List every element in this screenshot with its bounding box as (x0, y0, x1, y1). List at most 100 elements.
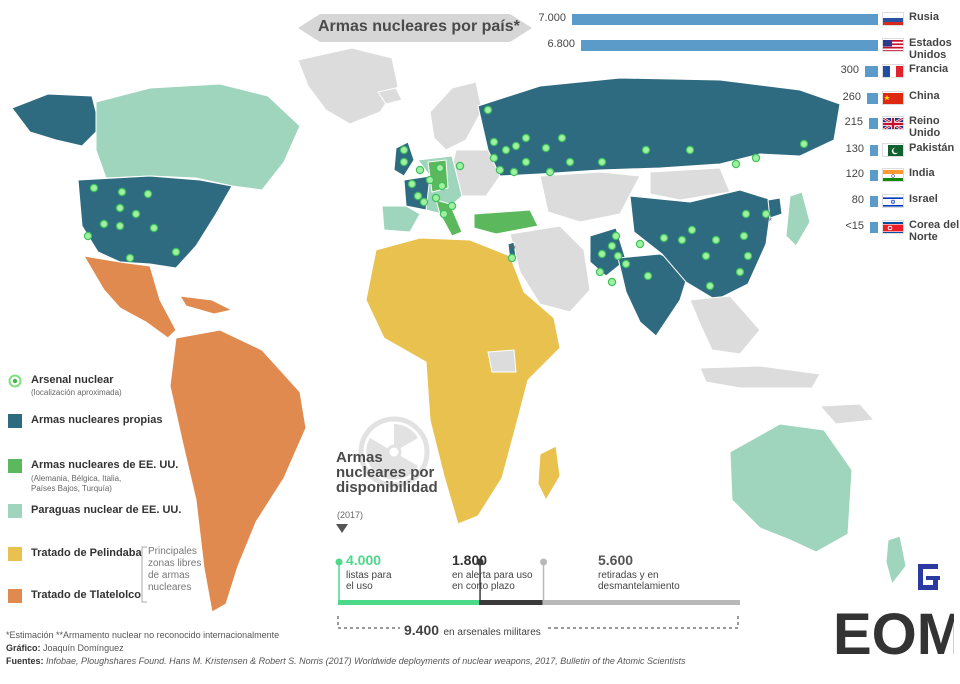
availability-year: (2017) (337, 510, 364, 520)
alert-desc: en alerta para uso en corto plazo (452, 570, 552, 592)
legend-pelindaba-label: Tratado de Pelindaba (31, 547, 142, 559)
arsenal-marker (99, 219, 109, 229)
region-canada (95, 83, 301, 191)
arsenal-marker (131, 209, 141, 219)
legend-us-weapons-sub-2: Países Bajos, Turquía) (31, 484, 112, 493)
region-papua (818, 403, 876, 425)
ranking-bar (870, 170, 878, 181)
retired-segment-dot (540, 558, 548, 566)
footer-sources-label: Fuentes: (6, 656, 44, 666)
total-bracket-right (552, 616, 739, 629)
arsenal-marker (149, 223, 159, 233)
retired-value: 5.600 (598, 552, 634, 568)
arsenal-marker (171, 247, 181, 257)
retired-desc: retiradas y en desmantelamiento (598, 570, 698, 592)
arsenal-marker (799, 139, 809, 149)
arsenal-marker (507, 253, 517, 263)
arsenal-marker (711, 235, 721, 245)
arsenal-marker (595, 267, 605, 277)
arsenal-marker (483, 105, 493, 115)
china-flag-icon (882, 91, 904, 105)
legend-us-weapons-sub-1: (Alemania, Bélgica, Italia, (31, 474, 122, 483)
arsenal-marker (687, 225, 697, 235)
region-australia (729, 423, 853, 553)
retired-desc-line-2: desmantelamiento (598, 581, 680, 592)
arsenal-marker (597, 157, 607, 167)
ranking-value: 80 (851, 194, 864, 206)
alert-desc-line-1: en alerta para uso (452, 570, 533, 581)
retired-desc-line-1: retiradas y en (598, 570, 659, 581)
ranking-value: <15 (845, 220, 864, 232)
ranking-country: Estados Unidos (909, 37, 952, 61)
region-greenland (297, 47, 399, 125)
ranking-value: 130 (845, 143, 864, 155)
total-value: 9.400 (404, 622, 440, 638)
region-south-sudan (487, 349, 517, 373)
arsenal-marker (83, 231, 93, 241)
arsenal-marker (659, 233, 669, 243)
region-alaska (11, 93, 101, 147)
ranking-value: 6.800 (547, 38, 575, 50)
ready-value: 4.000 (346, 552, 382, 568)
radiation-icon (358, 416, 430, 488)
zones-label-line-2: zonas libres (148, 558, 202, 569)
ranking-row: 130 Pakistán (500, 141, 960, 167)
region-usa (77, 175, 233, 269)
ranking-row: 300 Francia (500, 62, 960, 88)
arsenal-marker (425, 175, 435, 185)
availability-title-line-2: nucleares por (336, 464, 435, 481)
alert-segment-dot (476, 558, 484, 566)
region-japan (785, 191, 811, 247)
arsenal-marker (413, 191, 423, 201)
arsenal-marker (541, 143, 551, 153)
arsenal-marker (635, 239, 645, 249)
zones-label-line-1: Principales (148, 546, 197, 557)
availability-title-line-1: Armas (336, 449, 383, 466)
region-south-america (169, 329, 307, 613)
arsenal-marker (511, 141, 521, 151)
arsenal-marker (685, 145, 695, 155)
footer-note: *Estimación **Armamento nuclear no recon… (6, 630, 280, 640)
eom-logo-text: EOM (833, 602, 954, 660)
arsenal-marker (735, 267, 745, 277)
arsenal-marker (399, 145, 409, 155)
ranking-bar (572, 14, 878, 25)
eom-logo: EOM (833, 564, 954, 660)
region-iceland (377, 87, 403, 105)
israel-flag-icon (882, 194, 904, 208)
region-scandinavia (429, 81, 483, 151)
legend-umbrella-swatch (8, 504, 22, 518)
ranking-row: 120 India (500, 166, 960, 192)
ranking-row: 7.000 Rusia (500, 10, 960, 36)
unrecognized-mark-israel: ** (509, 244, 517, 254)
india-flag-icon (882, 168, 904, 182)
ready-desc: listas para el uso (346, 570, 446, 592)
region-central-asia (539, 171, 641, 223)
footer-sources: Fuentes: Infobae, Ploughshares Found. Ha… (6, 656, 686, 666)
region-western-europe (381, 205, 421, 233)
region-us-host-turkey (473, 209, 539, 235)
arsenal-marker (761, 209, 771, 219)
north-korea-flag-icon (882, 220, 904, 234)
ranking-bar (865, 66, 878, 77)
zones-bracket (141, 546, 147, 603)
arsenal-marker (431, 193, 441, 203)
legend-umbrella-label: Paraguas nuclear de EE. UU. (31, 504, 182, 516)
region-middle-east (509, 225, 591, 313)
ranking-bar (870, 222, 878, 233)
ranking-row: 80 Israel (500, 192, 960, 218)
ready-desc-line-2: el uso (346, 581, 373, 592)
arsenal-marker (115, 203, 125, 213)
arsenal-marker (607, 241, 617, 251)
arsenal-marker (607, 277, 617, 287)
region-russia (477, 77, 841, 177)
ready-desc-line-1: listas para (346, 570, 392, 581)
ranking-country: Pakistán (909, 142, 955, 154)
ranking-row: 260 China (500, 89, 960, 115)
legend-tlatelolco-swatch (8, 589, 22, 603)
ranking-bar (581, 40, 878, 51)
ranking-country: Israel (909, 193, 938, 205)
arsenal-marker (677, 235, 687, 245)
ranking-bar (867, 93, 878, 104)
